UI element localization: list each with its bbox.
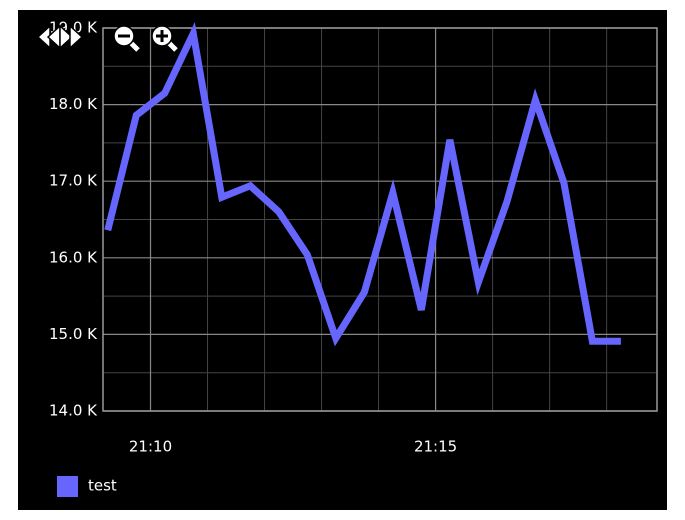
y-tick-label: 18.0 K [49,95,98,113]
chart-background [18,10,667,510]
y-tick-label: 14.0 K [49,402,98,420]
zoom-out-button[interactable] [113,25,140,52]
y-tick-label: 17.0 K [49,172,98,190]
legend-swatch [57,476,78,497]
pan-right-button[interactable] [59,24,84,50]
y-tick-label: 16.0 K [49,248,98,266]
tick-labels: 14.0 K15.0 K16.0 K17.0 K18.0 K19.0 K21:1… [49,19,457,456]
series [104,21,621,347]
legend: test [57,476,117,497]
legend-label: test [88,477,117,495]
pan-left-button[interactable] [36,24,61,50]
toolbar[interactable] [36,24,178,52]
x-tick-label: 21:15 [414,438,457,456]
zoom-in-button[interactable] [151,25,178,52]
y-tick-label: 15.0 K [49,325,98,343]
series-line [104,21,621,347]
plot-border [102,27,658,412]
x-tick-label: 21:10 [129,438,172,456]
